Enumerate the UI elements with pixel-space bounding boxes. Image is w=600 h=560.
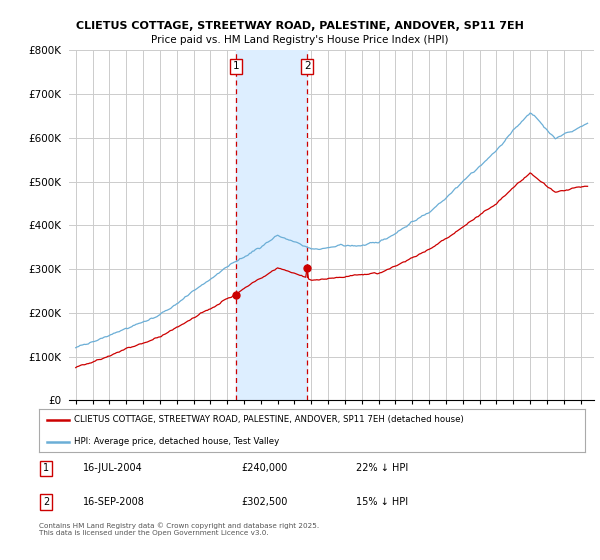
Bar (236, 50, 307, 400)
Text: 1: 1 (43, 464, 49, 473)
Text: 2: 2 (304, 61, 310, 71)
Text: 22% ↓ HPI: 22% ↓ HPI (356, 464, 408, 473)
Text: HPI: Average price, detached house, Test Valley: HPI: Average price, detached house, Test… (74, 437, 280, 446)
Text: Price paid vs. HM Land Registry's House Price Index (HPI): Price paid vs. HM Land Registry's House … (151, 35, 449, 45)
Text: 16-JUL-2004: 16-JUL-2004 (83, 464, 142, 473)
Text: 16-SEP-2008: 16-SEP-2008 (83, 497, 145, 507)
Text: £240,000: £240,000 (241, 464, 287, 473)
Text: 1: 1 (233, 61, 239, 71)
Text: 2: 2 (43, 497, 49, 507)
Text: Contains HM Land Registry data © Crown copyright and database right 2025.
This d: Contains HM Land Registry data © Crown c… (39, 522, 319, 535)
Text: 15% ↓ HPI: 15% ↓ HPI (356, 497, 408, 507)
Text: CLIETUS COTTAGE, STREETWAY ROAD, PALESTINE, ANDOVER, SP11 7EH (detached house): CLIETUS COTTAGE, STREETWAY ROAD, PALESTI… (74, 415, 464, 424)
Text: £302,500: £302,500 (241, 497, 287, 507)
Text: CLIETUS COTTAGE, STREETWAY ROAD, PALESTINE, ANDOVER, SP11 7EH: CLIETUS COTTAGE, STREETWAY ROAD, PALESTI… (76, 21, 524, 31)
